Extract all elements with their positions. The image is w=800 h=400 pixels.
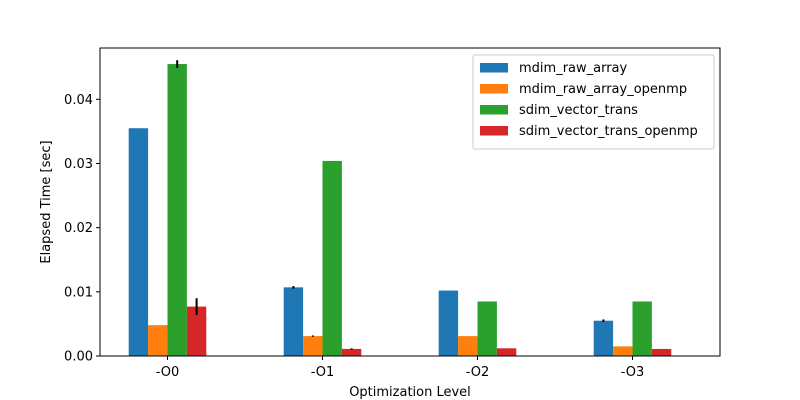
x-tick-label: -O1 bbox=[311, 365, 335, 380]
bar-mdim_raw_array-O1 bbox=[283, 287, 304, 356]
legend-box bbox=[472, 54, 715, 150]
legend: mdim_raw_array mdim_raw_array_openmp sdim_… bbox=[472, 54, 715, 150]
bar-mdim_raw_array-O2 bbox=[438, 290, 459, 356]
x-axis-label: Optimization Level bbox=[349, 385, 471, 400]
legend-swatch-mdim_raw_array_openmp bbox=[480, 84, 508, 94]
bar-sdim_vector_trans_openmp-O2 bbox=[496, 348, 517, 356]
x-tick-label: -O3 bbox=[621, 365, 645, 380]
bar-sdim_vector_trans-O3 bbox=[632, 301, 652, 356]
legend-swatch-mdim_raw_array bbox=[480, 63, 508, 73]
legend-label-mdim_raw_array: mdim_raw_array bbox=[519, 61, 628, 76]
bar-sdim_vector_trans_openmp-O0 bbox=[186, 306, 207, 356]
bar-sdim_vector_trans-O2 bbox=[477, 301, 497, 356]
bar-sdim_vector_trans-O0 bbox=[167, 64, 187, 356]
bar-mdim_raw_array-O3 bbox=[593, 320, 614, 356]
bar-mdim_raw_array_openmp-O2 bbox=[458, 336, 478, 356]
y-tick-label: 0.01 bbox=[64, 285, 93, 300]
x-tick-label: -O2 bbox=[466, 365, 490, 380]
bar-sdim_vector_trans_openmp-O3 bbox=[651, 348, 672, 356]
y-tick-label: 0.02 bbox=[64, 221, 93, 236]
y-tick-label: 0.00 bbox=[64, 350, 93, 365]
y-tick-label: 0.03 bbox=[64, 157, 93, 172]
bar-sdim_vector_trans_openmp-O1 bbox=[341, 348, 362, 356]
plot-frame bbox=[99, 47, 721, 357]
y-axis: 0.00 0.01 0.02 0.03 0.04 bbox=[64, 93, 100, 365]
legend-swatch-sdim_vector_trans bbox=[480, 105, 508, 115]
legend-label-mdim_raw_array_openmp: mdim_raw_array_openmp bbox=[519, 82, 687, 97]
legend-label-sdim_vector_trans_openmp: sdim_vector_trans_openmp bbox=[519, 124, 698, 139]
x-axis: -O0 -O1 -O2 -O3 bbox=[156, 356, 645, 380]
bar-mdim_raw_array_openmp-O0 bbox=[148, 325, 168, 356]
legend-label-sdim_vector_trans: sdim_vector_trans bbox=[519, 103, 638, 118]
bar-mdim_raw_array_openmp-O1 bbox=[303, 336, 323, 356]
x-tick-label: -O0 bbox=[156, 365, 180, 380]
bar-mdim_raw_array_openmp-O3 bbox=[613, 346, 633, 357]
bar-mdim_raw_array-O0 bbox=[128, 128, 149, 356]
y-axis-label: Elapsed Time [sec] bbox=[39, 140, 54, 263]
bars-group bbox=[128, 64, 672, 357]
bar-sdim_vector_trans-O1 bbox=[322, 160, 342, 356]
y-tick-label: 0.04 bbox=[64, 93, 93, 108]
legend-swatch-sdim_vector_trans_openmp bbox=[480, 126, 508, 136]
error-bars-group bbox=[176, 60, 605, 350]
